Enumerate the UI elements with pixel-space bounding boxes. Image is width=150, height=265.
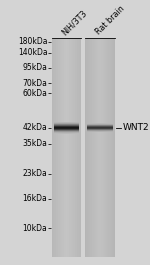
Text: 180kDa: 180kDa <box>18 37 47 46</box>
Text: NIH/3T3: NIH/3T3 <box>60 8 89 37</box>
Bar <box>63 38 64 257</box>
Bar <box>101 38 102 257</box>
Bar <box>79 38 80 257</box>
Bar <box>72 38 73 257</box>
Bar <box>68 38 69 257</box>
Bar <box>108 38 109 257</box>
Bar <box>85 38 86 257</box>
Bar <box>103 38 104 257</box>
Bar <box>92 38 93 257</box>
Bar <box>86 38 87 257</box>
Bar <box>55 38 56 257</box>
Bar <box>64 38 65 257</box>
Text: 23kDa: 23kDa <box>23 169 47 178</box>
Bar <box>113 38 114 257</box>
Text: 10kDa: 10kDa <box>23 224 47 233</box>
Bar <box>77 38 78 257</box>
Text: 95kDa: 95kDa <box>22 63 47 72</box>
Bar <box>54 38 55 257</box>
Bar <box>107 38 108 257</box>
Bar <box>95 38 96 257</box>
Bar <box>69 38 70 257</box>
Bar <box>70 38 71 257</box>
Text: 70kDa: 70kDa <box>22 78 47 87</box>
Bar <box>112 38 113 257</box>
Text: 140kDa: 140kDa <box>18 48 47 57</box>
Bar <box>104 38 105 257</box>
Bar <box>110 38 111 257</box>
Bar <box>89 38 90 257</box>
Bar <box>102 38 103 257</box>
Text: 60kDa: 60kDa <box>22 89 47 98</box>
Bar <box>80 38 81 257</box>
Bar <box>66 38 67 257</box>
Text: WNT2: WNT2 <box>123 123 149 132</box>
Bar <box>99 38 100 257</box>
Bar <box>114 38 115 257</box>
Bar <box>53 38 54 257</box>
Bar <box>59 38 60 257</box>
Bar <box>106 38 107 257</box>
Bar <box>58 38 59 257</box>
Bar <box>90 38 91 257</box>
Text: 35kDa: 35kDa <box>22 139 47 148</box>
Bar <box>91 38 92 257</box>
Bar <box>100 38 101 257</box>
Text: 42kDa: 42kDa <box>23 123 47 132</box>
Bar <box>109 38 110 257</box>
Bar <box>73 38 74 257</box>
Bar <box>76 38 77 257</box>
Bar <box>87 38 88 257</box>
Bar <box>62 38 63 257</box>
Text: Rat brain: Rat brain <box>94 5 126 37</box>
Bar <box>67 38 68 257</box>
Bar <box>94 38 95 257</box>
Bar <box>71 38 72 257</box>
Bar <box>78 38 79 257</box>
Bar <box>60 38 61 257</box>
Bar <box>88 38 89 257</box>
Bar <box>98 38 99 257</box>
Bar <box>111 38 112 257</box>
Bar <box>96 38 97 257</box>
Bar <box>93 38 94 257</box>
Bar <box>61 38 62 257</box>
Bar <box>74 38 75 257</box>
Bar <box>97 38 98 257</box>
Bar <box>75 38 76 257</box>
Bar <box>65 38 66 257</box>
Bar <box>56 38 57 257</box>
Bar <box>52 38 53 257</box>
Text: 16kDa: 16kDa <box>23 195 47 204</box>
Bar <box>105 38 106 257</box>
Bar <box>57 38 58 257</box>
